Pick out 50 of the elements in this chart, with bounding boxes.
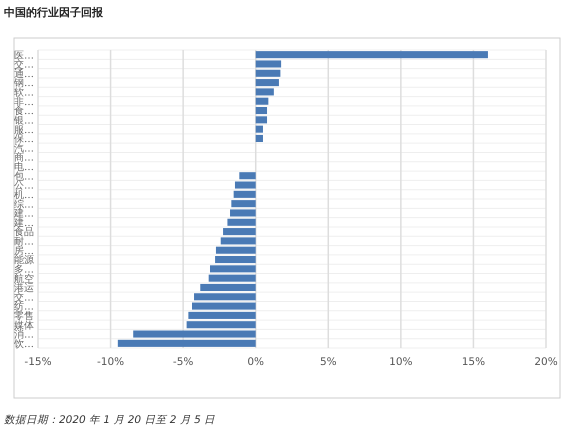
bar [220,237,256,244]
bar [256,116,268,124]
bar [239,172,256,180]
y-tick-label: 包… [14,170,34,182]
bar [200,284,256,292]
y-tick-label: 多… [14,263,34,276]
y-tick-label: 汽… [14,142,34,154]
x-tick-label: -5% [172,356,194,368]
bar [118,340,256,347]
text: 数据日期：2020 年 1 月 20 日至 2 月 5 日 [4,414,216,426]
y-tick-label: 非… [14,96,34,108]
bar [256,60,282,68]
bar [256,51,488,58]
chart-title: 中国的行业因子回报 [4,6,104,19]
bar [231,200,256,208]
y-tick-label: 媒体 [14,319,34,332]
y-tick-label: 饮… [13,338,34,350]
y-tick-label: 服… [14,124,34,136]
bar [256,70,280,77]
bar [234,181,256,189]
x-tick-label: 15% [462,356,486,368]
x-tick-label: 5% [320,356,337,368]
bar [223,228,256,236]
bar [188,312,256,319]
bar [227,218,256,226]
x-tick-label: 10% [389,356,413,368]
bar [186,321,256,328]
x-tick-label: 20% [534,356,558,368]
y-tick-label: 综… [14,198,34,210]
bar [256,126,263,133]
x-tick-label: -10% [97,356,124,368]
bar [256,134,263,142]
bar [256,98,268,105]
y-tick-label: 机… [14,188,34,201]
bar [234,190,256,198]
bar [133,330,256,338]
bar [256,79,279,86]
bar [208,274,256,282]
bar [230,209,256,217]
bar [215,256,256,264]
bar [256,106,268,114]
bar [192,302,256,310]
x-tick-label: 0% [247,356,264,368]
bar [210,265,256,272]
bar [194,293,256,300]
y-tick-label: 交… [14,291,34,304]
y-tick-label: 银… [13,115,34,126]
bar [216,246,256,254]
bar [256,88,274,96]
x-tick-label: -15% [24,356,52,368]
